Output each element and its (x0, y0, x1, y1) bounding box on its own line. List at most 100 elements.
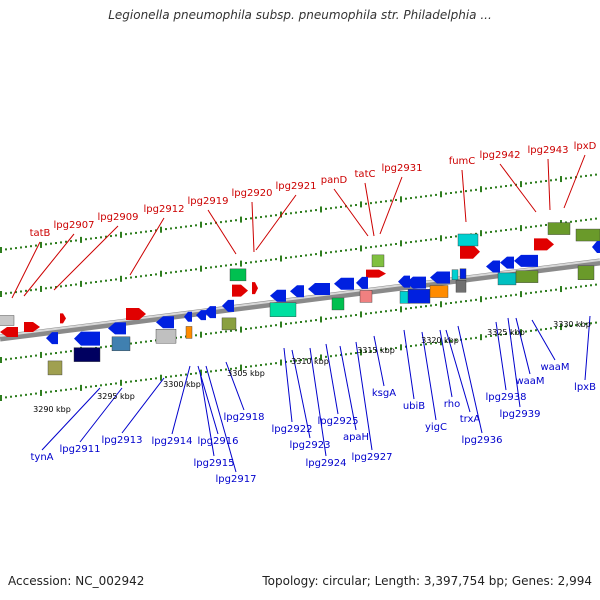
tick-mark (110, 383, 112, 386)
tick-mark (550, 327, 552, 330)
label-leader (461, 169, 467, 223)
gene-glyph (359, 290, 373, 303)
gene-glyph (547, 222, 571, 235)
tick-mark (100, 280, 102, 283)
tick-mark (210, 332, 212, 335)
label-leader (355, 341, 373, 451)
scale-label: 3330 kbp (553, 320, 591, 329)
tick-mark (90, 237, 92, 240)
tick-mark (35, 392, 37, 395)
tick-mark (220, 331, 222, 334)
tick-mark (555, 326, 557, 329)
tick-mark (405, 241, 407, 244)
gene-arrow-reverse (46, 332, 58, 345)
tick-mark (230, 329, 232, 332)
tick-mark (430, 194, 432, 197)
label-leader (584, 315, 591, 381)
tick-mark (50, 352, 52, 355)
tick-mark (205, 223, 207, 226)
label-leader (421, 331, 437, 421)
label-leader (507, 317, 521, 408)
tick-mark (545, 289, 547, 292)
tick-mark (590, 218, 592, 221)
tick-mark (415, 306, 417, 309)
gene-label-bottom: waaM (540, 362, 569, 373)
tick-mark (490, 186, 492, 189)
tick-mark (280, 255, 282, 262)
tick-mark (585, 174, 587, 177)
tick-mark (135, 341, 137, 344)
tick-mark (25, 289, 27, 292)
tick-mark (20, 394, 22, 397)
tick-mark (535, 291, 537, 294)
tick-mark (565, 325, 567, 328)
tick-mark (130, 380, 132, 383)
gene-glyph (457, 233, 479, 247)
gene-glyph (371, 254, 385, 268)
tick-mark (365, 246, 367, 249)
tick-mark (390, 309, 392, 312)
tick-mark (400, 196, 402, 203)
label-leader (325, 343, 339, 415)
tick-mark (355, 248, 357, 251)
tick-mark (565, 177, 567, 180)
gene-glyph (459, 268, 467, 279)
tick-mark (460, 300, 462, 303)
tick-mark (15, 357, 17, 360)
tick-mark (475, 298, 477, 301)
map-title: Legionella pneumophila subsp. pneumophil… (108, 8, 492, 22)
tick-mark (270, 362, 272, 365)
gene-arrow-reverse (486, 260, 500, 273)
tick-mark (445, 302, 447, 305)
scale-label: 3300 kbp (163, 380, 201, 389)
gene-arrow-forward (252, 282, 258, 295)
tick-mark (280, 211, 282, 218)
tick-mark (365, 202, 367, 205)
tick-mark (490, 296, 492, 299)
tick-mark (150, 274, 152, 276)
gene-label-bottom: yigC (425, 422, 447, 433)
tick-mark (50, 390, 52, 393)
label-leader (445, 329, 471, 413)
tick-mark (505, 185, 507, 188)
tick-mark (200, 265, 202, 272)
gene-track (0, 222, 600, 376)
tick-mark (90, 385, 92, 388)
tick-mark (300, 255, 302, 257)
gene-label-top: lpg2942 (480, 150, 521, 161)
tick-mark (175, 270, 177, 273)
tick-mark (200, 369, 202, 376)
gene-label-bottom: apaH (343, 432, 369, 443)
gene-glyph (0, 315, 15, 326)
label-leader (129, 217, 165, 276)
tick-mark (35, 354, 37, 357)
tick-mark (595, 217, 597, 220)
tick-mark (455, 339, 457, 342)
tick-mark (45, 243, 47, 246)
gene-arrow-reverse (514, 254, 538, 267)
tick-mark (395, 198, 397, 201)
tick-mark (500, 295, 502, 298)
gene-label-top: fumC (449, 156, 476, 167)
tick-mark (495, 334, 497, 337)
tick-mark (55, 352, 57, 355)
scale-label: 3290 kbp (33, 405, 71, 414)
tick-mark (270, 324, 272, 327)
tick-mark (15, 247, 17, 250)
tick-mark (105, 279, 107, 282)
tick-mark (300, 359, 302, 361)
tick-mark (365, 350, 367, 353)
tick-mark (505, 295, 507, 298)
tick-mark (355, 352, 357, 355)
tick-mark (145, 340, 147, 343)
tick-mark (5, 292, 7, 295)
tick-mark (430, 342, 432, 345)
tick-mark (515, 293, 517, 296)
tick-mark (270, 258, 272, 261)
tick-mark (490, 334, 492, 337)
tick-mark (60, 389, 62, 392)
tick-mark (110, 345, 112, 348)
gene-label-bottom: lpg2917 (216, 474, 257, 485)
gene-label-top: lpg2920 (232, 188, 273, 199)
tick-mark (75, 239, 77, 242)
